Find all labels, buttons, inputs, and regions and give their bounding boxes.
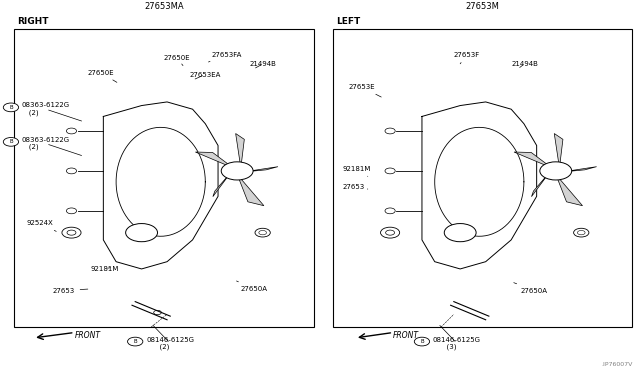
Text: B: B	[420, 339, 424, 344]
Circle shape	[573, 228, 589, 237]
Text: 08146-6125G
      (3): 08146-6125G (3)	[433, 337, 481, 350]
Text: 92181M: 92181M	[342, 166, 371, 176]
Text: FRONT: FRONT	[75, 331, 100, 340]
Circle shape	[444, 224, 476, 242]
Circle shape	[255, 228, 270, 237]
Polygon shape	[531, 172, 550, 197]
Circle shape	[125, 224, 157, 242]
Circle shape	[577, 231, 585, 235]
Circle shape	[540, 162, 572, 180]
Text: LEFT: LEFT	[336, 17, 360, 26]
Text: 27650A: 27650A	[237, 281, 268, 292]
Text: 27653MA: 27653MA	[144, 2, 184, 11]
Polygon shape	[237, 174, 264, 206]
FancyBboxPatch shape	[14, 29, 314, 327]
Text: .IP76007V: .IP76007V	[601, 362, 632, 367]
Circle shape	[127, 337, 143, 346]
Text: 27653E: 27653E	[349, 84, 381, 97]
Text: 21494B: 21494B	[511, 61, 538, 67]
Text: 27650E: 27650E	[164, 55, 191, 65]
Circle shape	[385, 168, 395, 174]
Circle shape	[67, 168, 77, 174]
Polygon shape	[236, 134, 244, 168]
Circle shape	[381, 227, 399, 238]
Text: FRONT: FRONT	[394, 331, 419, 340]
Text: B: B	[133, 339, 137, 344]
Polygon shape	[514, 152, 552, 168]
Polygon shape	[243, 167, 278, 172]
Text: 27653: 27653	[342, 184, 368, 190]
Circle shape	[386, 230, 394, 235]
Polygon shape	[195, 152, 234, 168]
Text: 08363-6122G
   (2): 08363-6122G (2)	[22, 102, 70, 116]
Circle shape	[385, 208, 395, 214]
Polygon shape	[213, 172, 231, 197]
Circle shape	[62, 227, 81, 238]
Text: 27650E: 27650E	[88, 70, 117, 82]
Text: 27653M: 27653M	[465, 2, 499, 11]
Text: 08363-6122G
   (2): 08363-6122G (2)	[22, 137, 70, 150]
Text: 27653: 27653	[52, 288, 88, 294]
Text: RIGHT: RIGHT	[17, 17, 49, 26]
Text: 27650A: 27650A	[514, 283, 548, 294]
Circle shape	[67, 230, 76, 235]
Circle shape	[385, 128, 395, 134]
Circle shape	[259, 231, 266, 235]
Text: B: B	[9, 140, 13, 144]
FancyBboxPatch shape	[333, 29, 632, 327]
Polygon shape	[562, 167, 596, 172]
Circle shape	[154, 310, 161, 315]
Circle shape	[414, 337, 429, 346]
Circle shape	[67, 128, 77, 134]
Text: B: B	[9, 105, 13, 110]
Text: 27653FA: 27653FA	[209, 52, 242, 62]
Circle shape	[221, 162, 253, 180]
Circle shape	[3, 103, 19, 112]
Text: 92524X: 92524X	[27, 220, 56, 231]
Polygon shape	[556, 174, 582, 206]
Polygon shape	[554, 134, 563, 168]
Text: 27653EA: 27653EA	[189, 71, 221, 79]
Text: 27653F: 27653F	[454, 52, 480, 64]
Text: 08146-6125G
      (2): 08146-6125G (2)	[146, 337, 194, 350]
Circle shape	[3, 138, 19, 146]
Circle shape	[67, 208, 77, 214]
Text: 21494B: 21494B	[250, 61, 276, 68]
Text: 92181M: 92181M	[91, 266, 119, 272]
